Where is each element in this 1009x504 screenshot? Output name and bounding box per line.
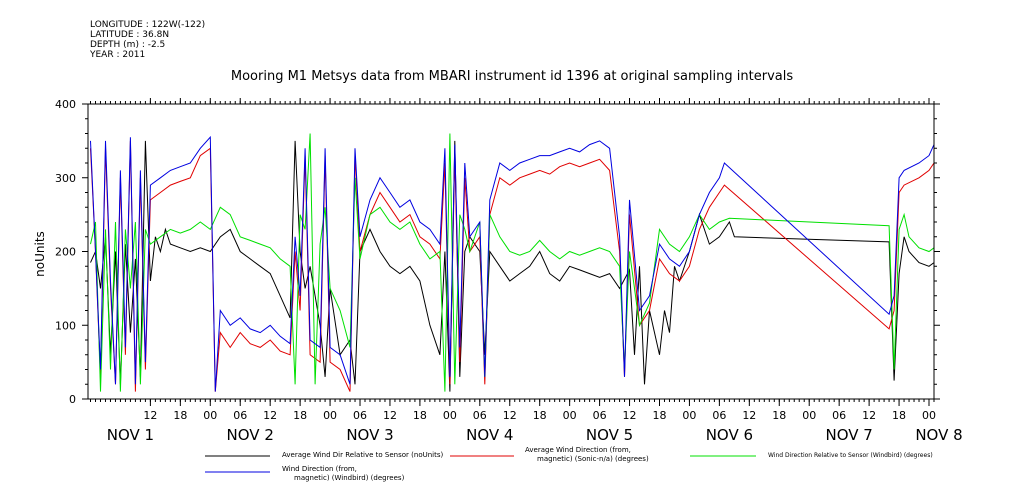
day-label: NOV 3 [346,426,393,444]
x-tick-label: 18 [533,409,547,422]
x-tick-label: 06 [712,409,726,422]
x-tick-label: 06 [233,409,247,422]
legend-label-4: Wind Direction (from, [282,465,357,473]
day-label: NOV 7 [825,426,872,444]
day-label: NOV 8 [915,426,962,444]
legend-label-2: Average Wind Direction (from, [525,446,631,454]
longitude-label: LONGITUDE : 122W(-122) [90,20,206,30]
x-tick-label: 12 [263,409,277,422]
x-tick-label: 12 [862,409,876,422]
depth-label: DEPTH (m) : -2.5 [90,40,166,50]
x-tick-label: 12 [623,409,637,422]
x-tick-label: 00 [443,409,457,422]
x-tick-label: 18 [173,409,187,422]
series-line-4 [90,135,935,392]
year-label: YEAR : 2011 [90,50,146,60]
axes: 0 100 200 300 400 12 18 00 06 12 18 00 06 12 18 00 06 12 1… [55,98,963,444]
x-tick-label: 06 [832,409,846,422]
day-label: NOV 1 [107,426,154,444]
x-tick-label: 12 [143,409,157,422]
x-tick-label: 18 [293,409,307,422]
y-tick-label: 0 [69,393,76,406]
x-tick-label: 06 [353,409,367,422]
legend-label-2: magnetic) (Sonic-n/a) (degrees) [537,455,649,463]
y-tick-label: 100 [55,319,76,332]
series-line-1 [90,140,935,392]
x-tick-label: 18 [413,409,427,422]
plot-area [90,133,935,392]
day-label: NOV 5 [586,426,633,444]
x-tick-label: 18 [652,409,666,422]
x-tick-label: 00 [922,409,936,422]
x-tick-label: 00 [563,409,577,422]
legend: Average Wind Dir Relative to Sensor (noU… [205,446,933,482]
chart-title: Mooring M1 Metsys data from MBARI instru… [231,69,793,84]
x-tick-label: 06 [593,409,607,422]
x-tick-label: 18 [892,409,906,422]
x-tick-label: 12 [742,409,756,422]
x-tick-label: 00 [323,409,337,422]
legend-label-1: Average Wind Dir Relative to Sensor (noU… [282,451,443,459]
day-label: NOV 4 [466,426,513,444]
day-label: NOV 2 [227,426,274,444]
x-tick-label: 00 [203,409,217,422]
y-tick-label: 200 [55,246,76,259]
x-tick-label: 12 [383,409,397,422]
latitude-label: LATITUDE : 36.8N [90,30,170,40]
x-tick-label: 06 [473,409,487,422]
series-line-3 [90,133,935,392]
y-tick-label: 400 [55,98,76,111]
x-tick-label: 12 [503,409,517,422]
day-label: NOV 6 [706,426,753,444]
x-tick-label: 00 [802,409,816,422]
x-tick-label: 00 [682,409,696,422]
legend-label-4: magnetic) (Windbird) (degrees) [294,474,405,482]
x-tick-label: 18 [772,409,786,422]
y-axis-label: noUnits [33,231,47,277]
series-line-2 [90,140,935,392]
legend-label-3: Wind Direction Relative to Sensor (Windb… [768,452,933,459]
y-tick-label: 300 [55,172,76,185]
metadata-block: LONGITUDE : 122W(-122) LATITUDE : 36.8N … [90,20,205,60]
